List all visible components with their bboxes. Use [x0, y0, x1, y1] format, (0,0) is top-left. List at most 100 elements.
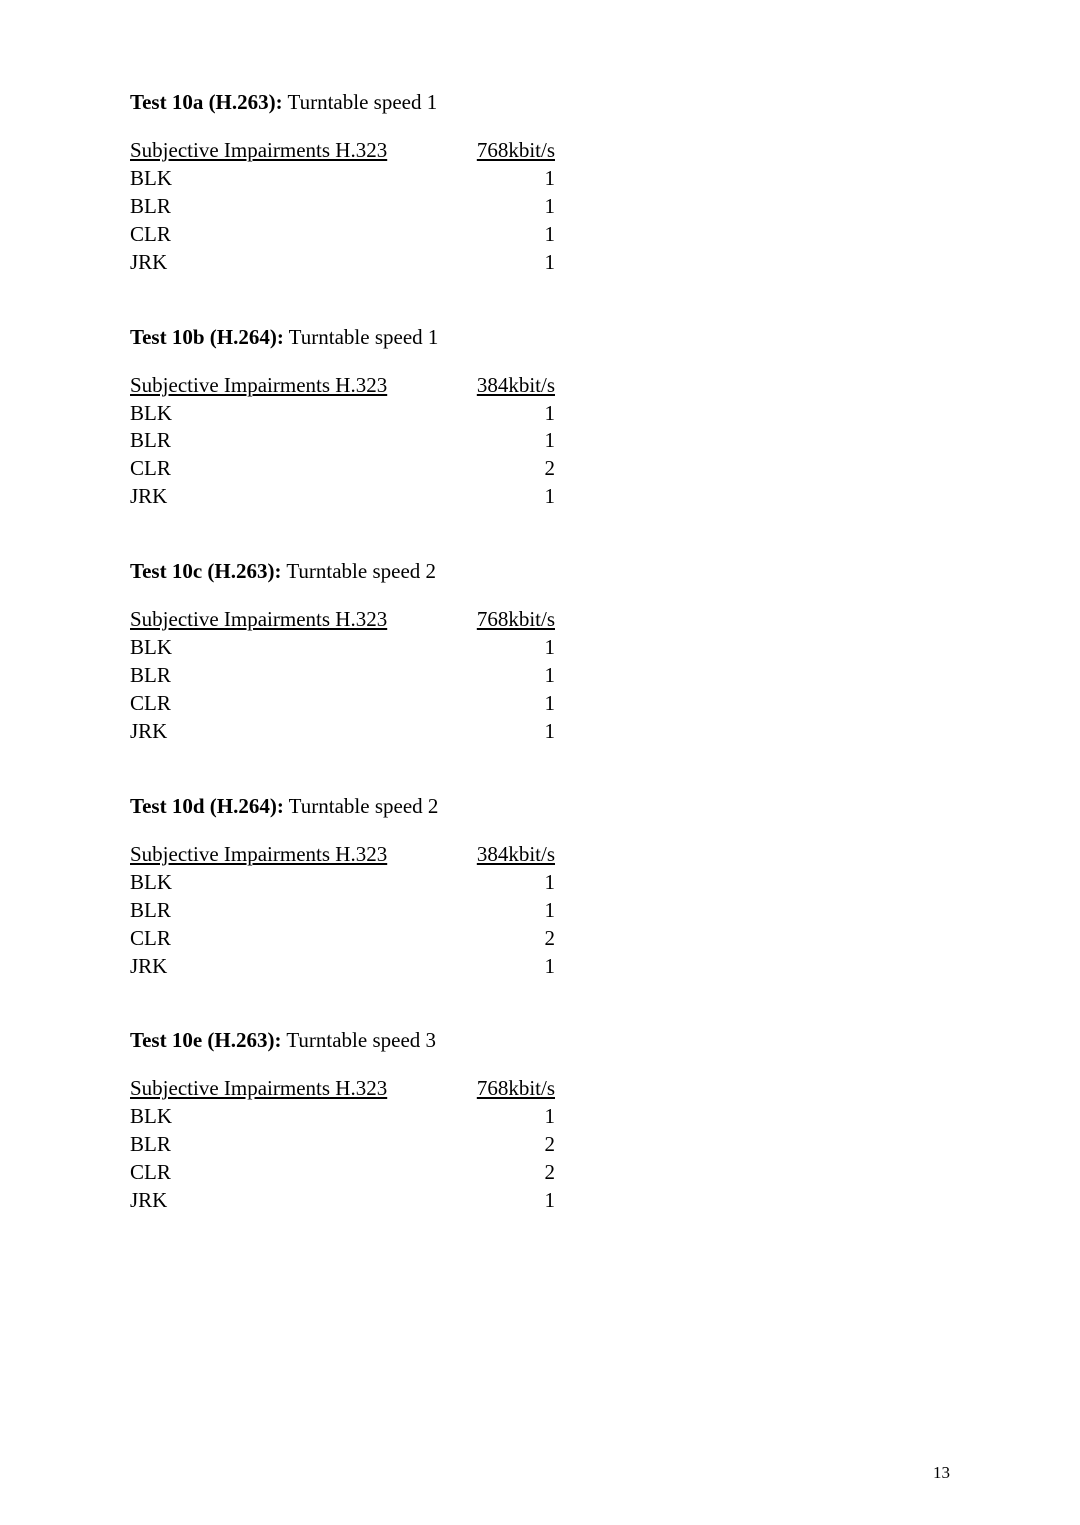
imp-value: 1 [465, 662, 555, 690]
table-row: CLR 2 [130, 1159, 950, 1187]
impairments-header: Subjective Impairments H.323 [130, 372, 465, 400]
imp-value: 1 [465, 953, 555, 981]
imp-value: 2 [465, 925, 555, 953]
imp-label: BLR [130, 662, 465, 690]
imp-label: BLK [130, 869, 465, 897]
test-section-10e: Test 10e (H.263): Turntable speed 3 Subj… [130, 1028, 950, 1215]
table-row: BLR 2 [130, 1131, 950, 1159]
impairments-table: Subjective Impairments H.323 768kbit/s B… [130, 137, 950, 277]
impairments-header: Subjective Impairments H.323 [130, 606, 465, 634]
imp-value: 1 [465, 690, 555, 718]
test-title: Test 10e (H.263): Turntable speed 3 [130, 1028, 950, 1053]
imp-label: CLR [130, 221, 465, 249]
imp-label: CLR [130, 925, 465, 953]
table-header-row: Subjective Impairments H.323 384kbit/s [130, 372, 950, 400]
test-section-10a: Test 10a (H.263): Turntable speed 1 Subj… [130, 90, 950, 277]
table-row: CLR 1 [130, 221, 950, 249]
imp-value: 1 [465, 221, 555, 249]
imp-label: JRK [130, 718, 465, 746]
test-section-10b: Test 10b (H.264): Turntable speed 1 Subj… [130, 325, 950, 512]
imp-value: 2 [465, 1131, 555, 1159]
rate-header: 384kbit/s [465, 841, 555, 869]
test-title-bold: Test 10d (H.264): [130, 794, 284, 818]
test-title-bold: Test 10c (H.263): [130, 559, 281, 583]
table-row: JRK 1 [130, 953, 950, 981]
test-title: Test 10d (H.264): Turntable speed 2 [130, 794, 950, 819]
imp-label: BLK [130, 634, 465, 662]
test-title-bold: Test 10a (H.263): [130, 90, 283, 114]
table-row: BLK 1 [130, 165, 950, 193]
imp-label: BLR [130, 1131, 465, 1159]
table-row: BLR 1 [130, 662, 950, 690]
table-row: JRK 1 [130, 483, 950, 511]
page-content: Test 10a (H.263): Turntable speed 1 Subj… [0, 0, 1080, 1303]
imp-label: JRK [130, 483, 465, 511]
impairments-header: Subjective Impairments H.323 [130, 137, 465, 165]
imp-value: 1 [465, 483, 555, 511]
table-header-row: Subjective Impairments H.323 768kbit/s [130, 606, 950, 634]
test-title-rest: Turntable speed 3 [281, 1028, 436, 1052]
table-header-row: Subjective Impairments H.323 384kbit/s [130, 841, 950, 869]
table-row: BLR 1 [130, 897, 950, 925]
impairments-table: Subjective Impairments H.323 768kbit/s B… [130, 1075, 950, 1215]
test-title-rest: Turntable speed 1 [283, 90, 438, 114]
imp-value: 1 [465, 427, 555, 455]
table-row: JRK 1 [130, 1187, 950, 1215]
imp-value: 1 [465, 193, 555, 221]
imp-label: BLK [130, 165, 465, 193]
table-row: CLR 2 [130, 455, 950, 483]
imp-label: CLR [130, 1159, 465, 1187]
imp-label: BLR [130, 193, 465, 221]
imp-label: BLK [130, 400, 465, 428]
table-row: BLK 1 [130, 869, 950, 897]
test-section-10c: Test 10c (H.263): Turntable speed 2 Subj… [130, 559, 950, 746]
table-row: BLK 1 [130, 634, 950, 662]
test-title-bold: Test 10e (H.263): [130, 1028, 281, 1052]
imp-label: JRK [130, 249, 465, 277]
table-row: JRK 1 [130, 249, 950, 277]
test-title: Test 10b (H.264): Turntable speed 1 [130, 325, 950, 350]
table-row: CLR 1 [130, 690, 950, 718]
imp-value: 1 [465, 634, 555, 662]
rate-header: 384kbit/s [465, 372, 555, 400]
imp-value: 1 [465, 249, 555, 277]
impairments-header: Subjective Impairments H.323 [130, 1075, 465, 1103]
rate-header: 768kbit/s [465, 606, 555, 634]
imp-value: 1 [465, 869, 555, 897]
imp-value: 1 [465, 165, 555, 193]
table-row: BLR 1 [130, 427, 950, 455]
test-title-rest: Turntable speed 1 [284, 325, 439, 349]
test-title: Test 10c (H.263): Turntable speed 2 [130, 559, 950, 584]
imp-value: 2 [465, 455, 555, 483]
impairments-table: Subjective Impairments H.323 384kbit/s B… [130, 372, 950, 512]
imp-value: 1 [465, 897, 555, 925]
test-title-rest: Turntable speed 2 [284, 794, 439, 818]
page-number: 13 [933, 1463, 950, 1483]
table-row: JRK 1 [130, 718, 950, 746]
imp-value: 1 [465, 1187, 555, 1215]
table-header-row: Subjective Impairments H.323 768kbit/s [130, 1075, 950, 1103]
imp-value: 1 [465, 1103, 555, 1131]
rate-header: 768kbit/s [465, 137, 555, 165]
table-row: BLR 1 [130, 193, 950, 221]
test-title-rest: Turntable speed 2 [281, 559, 436, 583]
rate-header: 768kbit/s [465, 1075, 555, 1103]
imp-label: CLR [130, 690, 465, 718]
table-row: CLR 2 [130, 925, 950, 953]
test-title-bold: Test 10b (H.264): [130, 325, 284, 349]
impairments-table: Subjective Impairments H.323 384kbit/s B… [130, 841, 950, 981]
table-row: BLK 1 [130, 1103, 950, 1131]
imp-label: BLK [130, 1103, 465, 1131]
imp-label: JRK [130, 953, 465, 981]
imp-label: BLR [130, 897, 465, 925]
imp-label: BLR [130, 427, 465, 455]
imp-value: 1 [465, 718, 555, 746]
table-header-row: Subjective Impairments H.323 768kbit/s [130, 137, 950, 165]
imp-value: 2 [465, 1159, 555, 1187]
imp-value: 1 [465, 400, 555, 428]
impairments-header: Subjective Impairments H.323 [130, 841, 465, 869]
test-title: Test 10a (H.263): Turntable speed 1 [130, 90, 950, 115]
impairments-table: Subjective Impairments H.323 768kbit/s B… [130, 606, 950, 746]
test-section-10d: Test 10d (H.264): Turntable speed 2 Subj… [130, 794, 950, 981]
imp-label: CLR [130, 455, 465, 483]
